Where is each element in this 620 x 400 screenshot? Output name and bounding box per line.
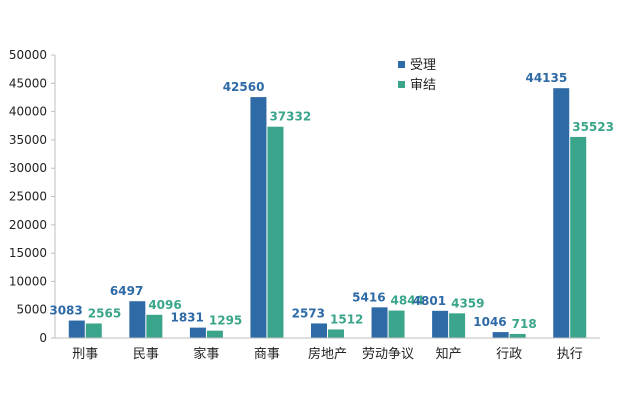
y-tick-label-6: 30000	[9, 161, 47, 175]
y-axis: 0 5000 10000 15000 20000 25000 30000 35000 40000…	[9, 48, 56, 345]
data-label-房地产-审结: 1512	[330, 312, 363, 326]
data-label-家事-审结: 1295	[209, 314, 242, 328]
y-tick-label-5: 25000	[9, 190, 47, 204]
data-label-劳动争议-审结: 4844	[391, 294, 424, 308]
y-tick-label-3: 15000	[9, 246, 47, 260]
y-tick-label-4: 20000	[9, 218, 47, 232]
legend-swatch-审结	[398, 81, 405, 88]
data-label-执行-审结: 35523	[572, 120, 614, 134]
data-label-房地产-受理: 2573	[292, 306, 325, 320]
y-tick-label-10: 50000	[9, 48, 47, 62]
data-label-商事-审结: 37332	[269, 110, 311, 124]
bar-房地产-受理	[311, 323, 327, 338]
x-tick-label-6: 知产	[436, 346, 462, 362]
legend-swatch-受理	[398, 61, 405, 68]
bar-商事-受理	[250, 97, 267, 338]
bar-知产-受理	[432, 310, 449, 338]
data-label-民事-受理: 6497	[110, 284, 143, 298]
x-tick-label-5: 劳动争议	[362, 346, 414, 362]
x-tick-label-4: 房地产	[308, 346, 347, 362]
data-label-商事-受理: 42560	[223, 80, 265, 94]
bar-知产-审结	[449, 313, 466, 338]
bar-房地产-审结	[328, 329, 344, 338]
bar-家事-受理	[189, 327, 206, 338]
y-tick-label-0: 0	[39, 331, 47, 345]
bar-执行-受理	[553, 88, 570, 339]
bar-刑事-审结	[85, 323, 102, 338]
x-axis: 刑事 民事 家事 商事 房地产 劳动争议 知产 行政 执行	[55, 337, 600, 362]
x-tick-label-0: 刑事	[72, 347, 98, 362]
x-tick-label-8: 执行	[557, 347, 583, 362]
bar-行政-审结	[509, 333, 526, 338]
data-label-知产-受理: 4801	[413, 294, 446, 308]
y-tick-label-8: 40000	[9, 105, 47, 119]
legend-label-审结: 审结	[410, 78, 436, 93]
data-label-刑事-审结: 2565	[88, 306, 121, 320]
y-tick-label-9: 45000	[9, 76, 47, 90]
x-tick-label-3: 商事	[254, 347, 280, 362]
bar-行政-受理	[492, 332, 509, 338]
y-tick-label-2: 10000	[9, 274, 47, 288]
data-label-行政-受理: 1046	[473, 315, 506, 329]
data-label-行政-审结: 718	[512, 317, 537, 331]
bar-刑事-受理	[68, 320, 85, 338]
bar-商事-审结	[267, 126, 284, 338]
data-label-知产-审结: 4359	[451, 296, 484, 310]
data-label-刑事-受理: 3083	[49, 304, 82, 318]
data-label-劳动争议-受理: 5416	[352, 290, 385, 304]
x-tick-label-2: 家事	[193, 346, 219, 362]
y-tick-label-7: 35000	[9, 133, 47, 147]
bar-劳动争议-受理	[371, 307, 388, 338]
x-tick-label-1: 民事	[133, 347, 159, 362]
data-label-执行-受理: 44135	[525, 71, 567, 85]
bar-民事-审结	[146, 314, 163, 338]
data-label-家事-受理: 1831	[170, 311, 203, 325]
data-label-民事-审结: 4096	[148, 298, 181, 312]
bar-家事-审结	[206, 330, 223, 338]
bar-民事-受理	[129, 301, 146, 338]
bar-劳动争议-审结	[388, 310, 405, 338]
bars	[68, 88, 587, 339]
x-tick-label-7: 行政	[496, 347, 522, 362]
y-tick-label-1: 5000	[16, 303, 47, 317]
bar-执行-审结	[570, 136, 587, 338]
legend-label-受理: 受理	[410, 58, 436, 73]
